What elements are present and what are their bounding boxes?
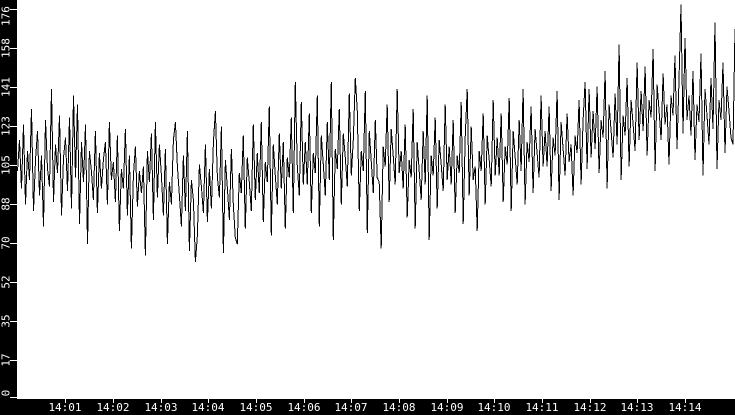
x-axis-tick-label: 14:03	[144, 401, 178, 414]
series-line	[17, 4, 735, 262]
y-axis-tick-label: 17	[0, 353, 13, 367]
y-axis-tick	[10, 397, 17, 398]
x-axis	[0, 399, 735, 415]
x-axis-tick	[208, 399, 209, 403]
y-axis-tick	[10, 48, 17, 49]
x-axis-tick-label: 14:07	[334, 401, 368, 414]
y-axis-tick-label: 123	[0, 116, 13, 136]
x-axis-tick	[113, 399, 114, 403]
y-axis-tick	[10, 360, 17, 361]
x-axis-tick	[351, 399, 352, 403]
x-axis-tick	[161, 399, 162, 403]
y-axis-tick	[10, 321, 17, 322]
y-axis-tick-label: 158	[0, 38, 13, 58]
y-axis-tick-label: 105	[0, 155, 13, 175]
y-axis-tick-label: 70	[0, 236, 13, 250]
y-axis-tick	[10, 87, 17, 88]
x-axis-tick-label: 14:02	[96, 401, 130, 414]
y-axis-tick-label: 88	[0, 197, 13, 211]
x-axis-tick-label: 14:13	[620, 401, 654, 414]
x-axis-tick-label: 14:08	[382, 401, 416, 414]
x-axis-tick	[304, 399, 305, 403]
y-axis-tick	[10, 243, 17, 244]
x-axis-tick	[494, 399, 495, 403]
y-axis-tick-label: 35	[0, 314, 13, 328]
x-axis-tick-label: 14:10	[477, 401, 511, 414]
y-axis-tick	[10, 9, 17, 10]
y-axis-tick-label: 0	[0, 389, 13, 397]
x-axis-tick-label: 14:05	[239, 401, 273, 414]
x-axis-tick	[637, 399, 638, 403]
x-axis-tick	[399, 399, 400, 403]
x-axis-tick	[65, 399, 66, 403]
y-axis-tick-label: 52	[0, 275, 13, 289]
y-axis-tick-label: 176	[0, 6, 13, 26]
x-axis-tick-label: 14:11	[525, 401, 559, 414]
x-axis-tick-label: 14:14	[668, 401, 702, 414]
x-axis-tick	[447, 399, 448, 403]
y-axis-tick	[10, 204, 17, 205]
x-axis-tick-label: 14:12	[573, 401, 607, 414]
x-axis-tick-label: 14:09	[430, 401, 464, 414]
y-axis-tick	[10, 165, 17, 166]
x-axis-tick	[256, 399, 257, 403]
y-axis-tick	[10, 126, 17, 127]
y-axis-tick	[10, 282, 17, 283]
x-axis-tick	[685, 399, 686, 403]
x-axis-tick-label: 14:06	[287, 401, 321, 414]
y-axis	[0, 0, 17, 399]
x-axis-tick-label: 14:01	[48, 401, 82, 414]
y-axis-tick-label: 141	[0, 77, 13, 97]
x-axis-tick	[590, 399, 591, 403]
x-axis-tick	[542, 399, 543, 403]
x-axis-tick-label: 14:04	[191, 401, 225, 414]
